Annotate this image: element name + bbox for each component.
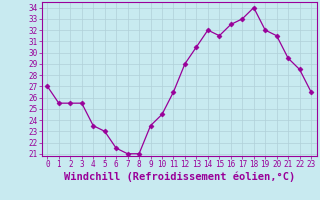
X-axis label: Windchill (Refroidissement éolien,°C): Windchill (Refroidissement éolien,°C) [64,172,295,182]
